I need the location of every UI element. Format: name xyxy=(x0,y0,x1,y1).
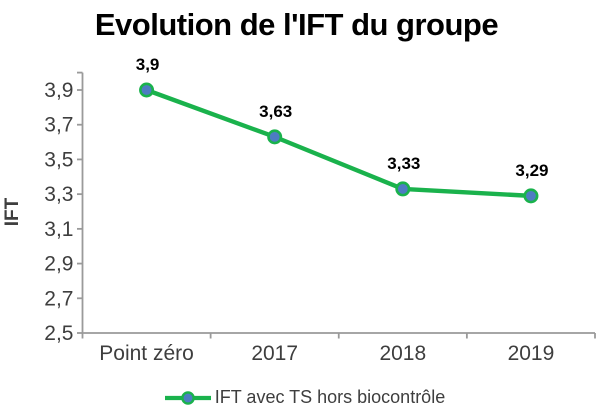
x-category-label: 2018 xyxy=(379,342,426,365)
y-axis-title: IFT xyxy=(2,197,23,226)
data-point-marker xyxy=(139,82,155,98)
x-category-label: 2019 xyxy=(508,342,555,365)
data-point-marker xyxy=(267,129,283,145)
data-point-label: 3,29 xyxy=(515,161,548,180)
y-tick-label: 3,7 xyxy=(44,114,73,137)
y-tick-label: 2,5 xyxy=(44,322,73,345)
data-point-label: 3,9 xyxy=(136,55,160,74)
y-tick-label: 3,3 xyxy=(44,183,73,206)
data-point-label: 3,33 xyxy=(387,154,420,173)
data-point-marker xyxy=(395,181,411,197)
chart-title: Evolution de l'IFT du groupe xyxy=(94,7,499,42)
data-point-label: 3,63 xyxy=(259,102,292,121)
series-line xyxy=(144,87,534,199)
y-tick-label: 3,1 xyxy=(44,218,73,241)
x-category-label: Point zéro xyxy=(99,342,194,365)
y-tick-label: 3,5 xyxy=(44,148,73,171)
x-category-label: 2017 xyxy=(251,342,298,365)
legend-line-marker-icon xyxy=(164,390,211,405)
legend: IFT avec TS hors biocontrôle xyxy=(0,387,609,408)
y-tick-label: 2,7 xyxy=(44,287,73,310)
y-tick-label: 2,9 xyxy=(44,253,73,276)
data-point-marker xyxy=(523,188,539,204)
y-tick-label: 3,9 xyxy=(44,79,73,102)
legend-label: IFT avec TS hors biocontrôle xyxy=(214,387,446,407)
